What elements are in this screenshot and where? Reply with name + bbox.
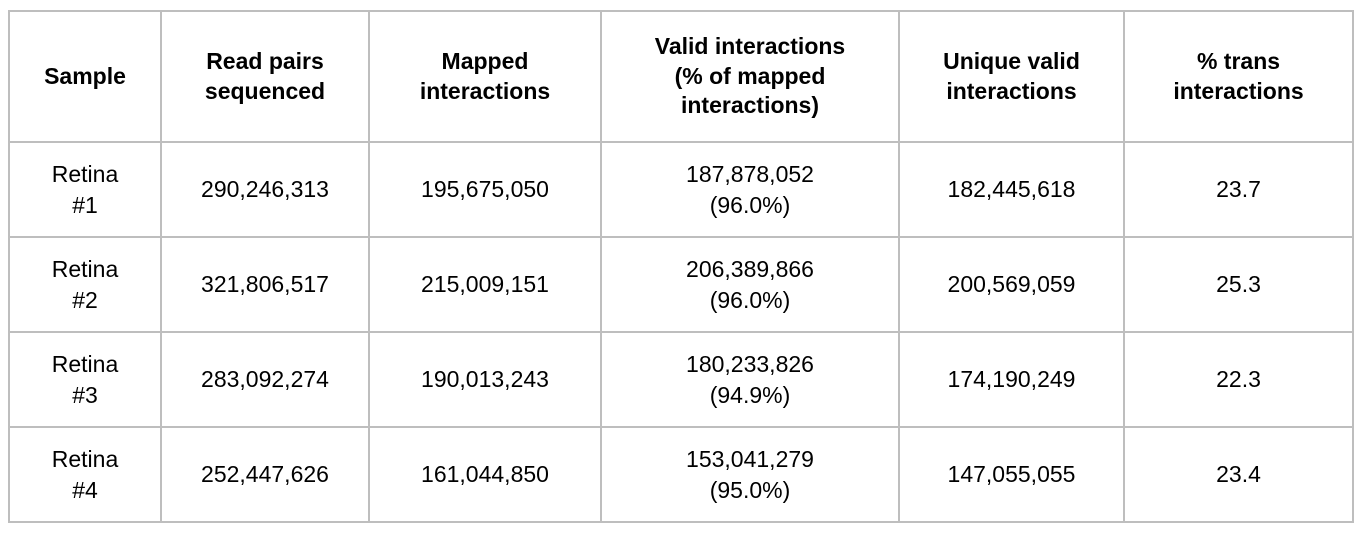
table-row: Retina #3 283,092,274 190,013,243 180,23… bbox=[8, 331, 1354, 428]
cell-sample: Retina #2 bbox=[8, 236, 162, 333]
cell-unique-valid: 182,445,618 bbox=[898, 141, 1125, 238]
column-header-sample: Sample bbox=[8, 10, 162, 143]
table-row: Retina #2 321,806,517 215,009,151 206,38… bbox=[8, 236, 1354, 333]
cell-read-pairs: 252,447,626 bbox=[160, 426, 370, 523]
sample-name: Retina bbox=[51, 446, 119, 473]
column-header-label: interactions bbox=[419, 77, 551, 104]
column-header-label: Unique valid bbox=[943, 47, 1080, 74]
column-header-mapped: Mapped interactions bbox=[368, 10, 602, 143]
sample-name: Retina bbox=[51, 161, 119, 188]
cell-valid: 180,233,826 (94.9%) bbox=[600, 331, 900, 428]
cell-unique-valid: 174,190,249 bbox=[898, 331, 1125, 428]
column-header-pct-trans: % trans interactions bbox=[1123, 10, 1354, 143]
column-header-label: Sample bbox=[44, 62, 126, 89]
valid-count: 153,041,279 bbox=[686, 446, 814, 473]
cell-mapped: 195,675,050 bbox=[368, 141, 602, 238]
sample-number: #1 bbox=[72, 191, 98, 218]
cell-pct-trans: 23.4 bbox=[1123, 426, 1354, 523]
column-header-read-pairs: Read pairs sequenced bbox=[160, 10, 370, 143]
cell-mapped: 215,009,151 bbox=[368, 236, 602, 333]
cell-sample: Retina #4 bbox=[8, 426, 162, 523]
cell-pct-trans: 25.3 bbox=[1123, 236, 1354, 333]
column-header-label: % trans bbox=[1196, 47, 1281, 74]
cell-mapped: 161,044,850 bbox=[368, 426, 602, 523]
valid-percent: (96.0%) bbox=[709, 286, 791, 313]
sample-name: Retina bbox=[51, 351, 119, 378]
cell-sample: Retina #1 bbox=[8, 141, 162, 238]
column-header-label: interactions) bbox=[680, 92, 820, 119]
sample-number: #4 bbox=[72, 476, 98, 503]
sample-name: Retina bbox=[51, 256, 119, 283]
valid-percent: (94.9%) bbox=[709, 381, 791, 408]
valid-count: 206,389,866 bbox=[686, 256, 814, 283]
table-row: Retina #4 252,447,626 161,044,850 153,04… bbox=[8, 426, 1354, 523]
cell-sample: Retina #3 bbox=[8, 331, 162, 428]
column-header-label: Valid interactions bbox=[654, 32, 846, 59]
valid-count: 180,233,826 bbox=[686, 351, 814, 378]
valid-percent: (95.0%) bbox=[709, 476, 791, 503]
column-header-label: (% of mapped bbox=[674, 62, 826, 89]
cell-valid: 153,041,279 (95.0%) bbox=[600, 426, 900, 523]
cell-unique-valid: 147,055,055 bbox=[898, 426, 1125, 523]
column-header-label: Mapped bbox=[441, 47, 529, 74]
cell-valid: 187,878,052 (96.0%) bbox=[600, 141, 900, 238]
column-header-label: Read pairs bbox=[206, 47, 324, 74]
column-header-unique-valid: Unique valid interactions bbox=[898, 10, 1125, 143]
cell-read-pairs: 283,092,274 bbox=[160, 331, 370, 428]
sample-number: #3 bbox=[72, 381, 98, 408]
cell-mapped: 190,013,243 bbox=[368, 331, 602, 428]
valid-percent: (96.0%) bbox=[709, 191, 791, 218]
valid-count: 187,878,052 bbox=[686, 161, 814, 188]
table-row: Retina #1 290,246,313 195,675,050 187,87… bbox=[8, 141, 1354, 238]
cell-pct-trans: 22.3 bbox=[1123, 331, 1354, 428]
sample-number: #2 bbox=[72, 286, 98, 313]
cell-read-pairs: 321,806,517 bbox=[160, 236, 370, 333]
sequencing-stats-table: Sample Read pairs sequenced Mapped inter… bbox=[8, 10, 1354, 523]
cell-valid: 206,389,866 (96.0%) bbox=[600, 236, 900, 333]
cell-pct-trans: 23.7 bbox=[1123, 141, 1354, 238]
column-header-label: interactions bbox=[1173, 77, 1304, 104]
column-header-label: sequenced bbox=[204, 77, 326, 104]
cell-unique-valid: 200,569,059 bbox=[898, 236, 1125, 333]
header-row: Sample Read pairs sequenced Mapped inter… bbox=[8, 10, 1354, 143]
cell-read-pairs: 290,246,313 bbox=[160, 141, 370, 238]
column-header-label: interactions bbox=[946, 77, 1077, 104]
column-header-valid: Valid interactions (% of mapped interact… bbox=[600, 10, 900, 143]
